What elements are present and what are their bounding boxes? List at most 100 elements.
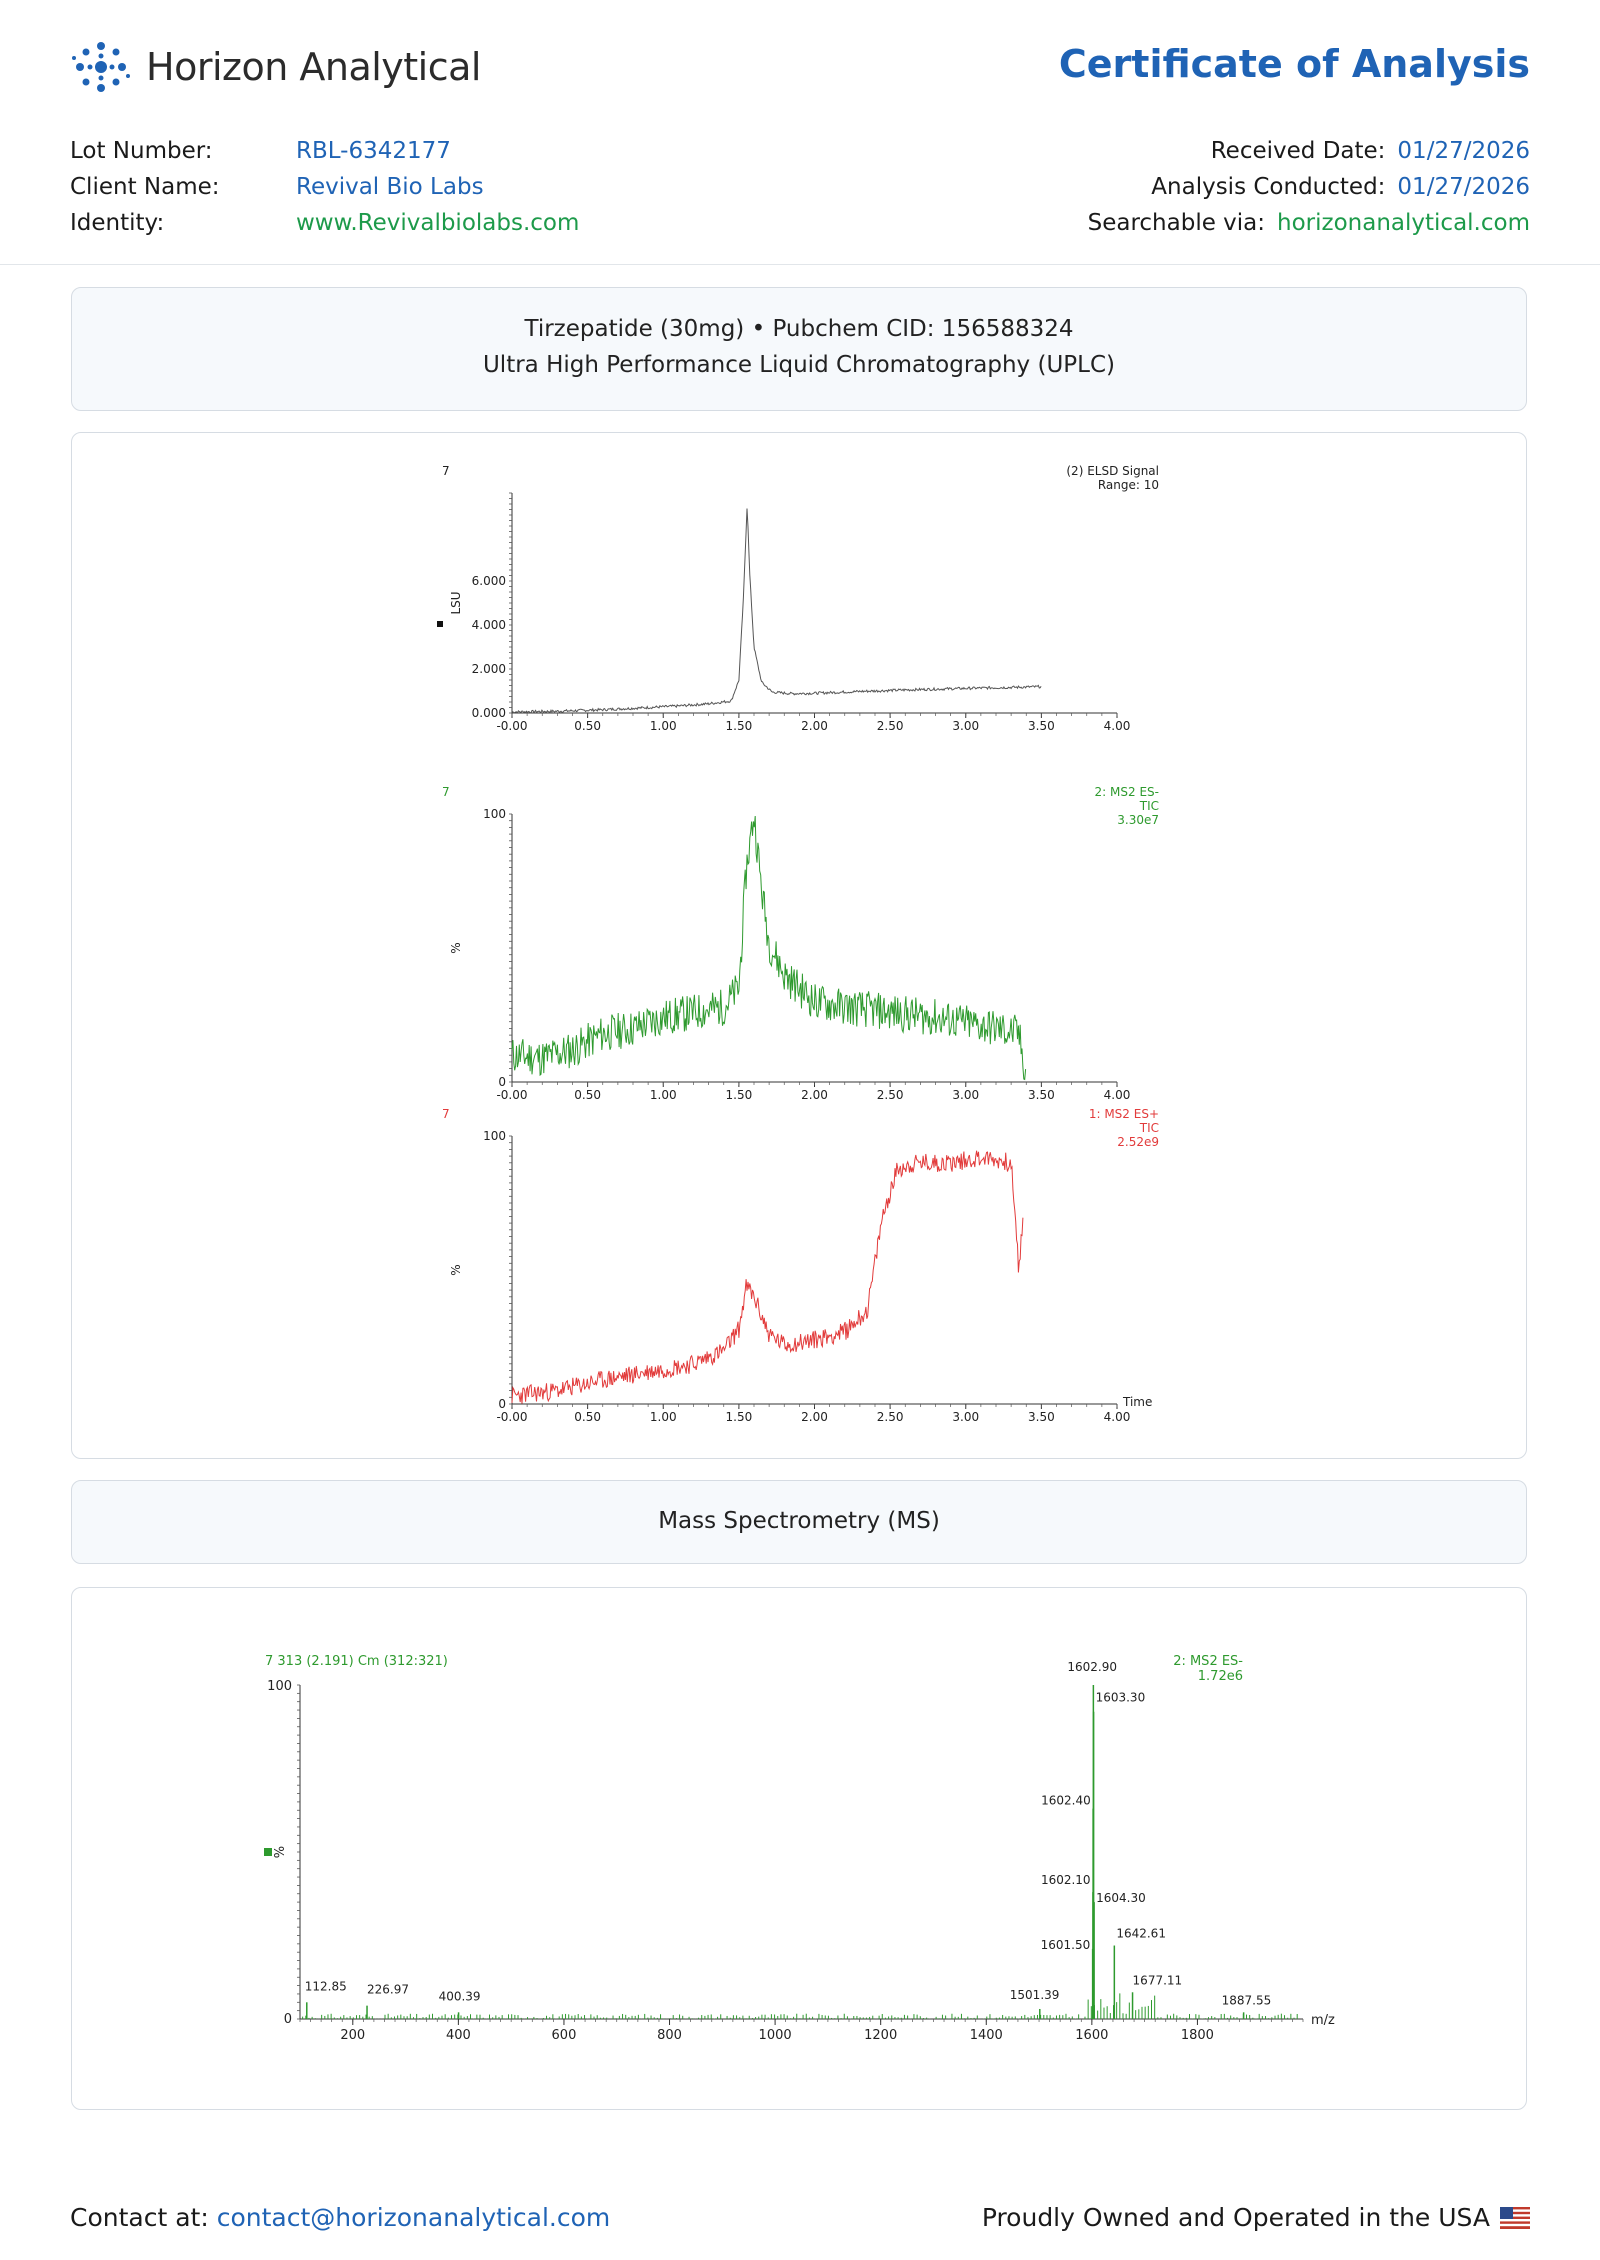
x-tick-label: 0.50	[574, 1410, 601, 1424]
chart-top-left-label: 7	[442, 464, 450, 478]
x-tick-label: -0.00	[496, 1088, 527, 1102]
x-tick-label: 1200	[864, 2028, 897, 2043]
received-date-row: Received Date: 01/27/2026	[1088, 133, 1530, 169]
x-tick-label: 2.50	[877, 1410, 904, 1424]
x-tick-label: 1.50	[726, 719, 753, 733]
y-tick-label: 6.000	[472, 574, 506, 588]
mass-spectrum-panel: 200 400 600 800 1000 1200 1400 1600 1800 0 100% m/z…	[71, 1587, 1527, 2110]
analysis-info: Received Date: 01/27/2026 Analysis Condu…	[1088, 133, 1530, 241]
y-tick-label: 100	[483, 1129, 506, 1143]
y-tick-label: 2.000	[472, 662, 506, 676]
peak-label: 1603.30	[1096, 1691, 1146, 1705]
chart-legend-line: 2.52e9	[1117, 1135, 1159, 1149]
chart-ms-pos-tic: -0.00 0.50 1.00 1.50 2.00 2.50 3.00 3.50 4.00 0 10…	[442, 1107, 1159, 1424]
chart-elsd: -0.00 0.50 1.00 1.50 2.00 2.50 3.00 3.50 4.00 0.0…	[442, 464, 1159, 733]
compound-line: Tirzepatide (30mg) • Pubchem CID: 156588…	[524, 316, 1074, 342]
peak-label: 1601.50	[1041, 1938, 1091, 1952]
y-tick-label: 0	[498, 1397, 506, 1411]
y-axis-label: %	[449, 942, 463, 953]
x-tick-label: 4.00	[1104, 1410, 1131, 1424]
chart-mass-spectrum: 200 400 600 800 1000 1200 1400 1600 1800 0 100% m/z…	[264, 1654, 1335, 2043]
spectrum-legend-line: 1.72e6	[1198, 1669, 1243, 1684]
analysis-date-label: Analysis Conducted:	[1151, 174, 1386, 200]
identity-link[interactable]: www.Revivalbiolabs.com	[296, 210, 580, 236]
chart-ms-neg-tic: -0.00 0.50 1.00 1.50 2.00 2.50 3.00 3.50 4.00 0 10…	[442, 785, 1159, 1102]
x-tick-label: 2.50	[877, 1088, 904, 1102]
peak-label: 1602.40	[1041, 1794, 1091, 1808]
brand-name: Horizon Analytical	[146, 45, 481, 89]
brand-logo: Horizon Analytical	[70, 36, 481, 98]
x-tick-label: 800	[657, 2028, 682, 2043]
searchable-label: Searchable via:	[1087, 210, 1266, 236]
x-tick-label: 3.00	[952, 719, 979, 733]
x-tick-label: 600	[552, 2028, 577, 2043]
analysis-date-row: Analysis Conducted: 01/27/2026	[1088, 169, 1530, 205]
x-axis-label: m/z	[1311, 2013, 1335, 2028]
spectrum-top-left-label: 7 313 (2.191) Cm (312:321)	[265, 1654, 448, 1669]
chromatogram-panel: -0.00 0.50 1.00 1.50 2.00 2.50 3.00 3.50 4.00 0.0…	[71, 432, 1527, 1459]
document-title: Certificate of Analysis	[1058, 42, 1530, 86]
chart-legend-line: (2) ELSD Signal	[1066, 464, 1159, 478]
chart-top-left-label: 7	[442, 1107, 450, 1121]
y-tick-label: 0	[498, 1075, 506, 1089]
lot-number-row: Lot Number: RBL-6342177	[70, 133, 579, 169]
header: Horizon Analytical Certificate of Analys…	[0, 0, 1600, 265]
elsd-marker	[437, 621, 443, 627]
contact-email-link[interactable]: contact@horizonanalytical.com	[216, 2203, 611, 2232]
x-tick-label: 3.00	[952, 1088, 979, 1102]
chart-legend-line: Range: 10	[1098, 478, 1159, 492]
x-tick-label: 1.00	[650, 719, 677, 733]
x-tick-label: 1400	[970, 2028, 1003, 2043]
peak-label: 1602.90	[1067, 1660, 1117, 1674]
peak-label: 1501.39	[1010, 1988, 1060, 2002]
x-tick-label: 1800	[1181, 2028, 1214, 2043]
x-tick-label: 2.50	[877, 719, 904, 733]
received-date-value: 01/27/2026	[1397, 138, 1530, 164]
searchable-link[interactable]: horizonanalytical.com	[1277, 210, 1530, 236]
contact-label: Contact at:	[70, 2203, 209, 2232]
peak-label: 400.39	[439, 1989, 481, 2003]
x-tick-label: 4.00	[1104, 1088, 1131, 1102]
uplc-title-panel: Tirzepatide (30mg) • Pubchem CID: 156588…	[71, 287, 1527, 411]
series-line	[511, 1150, 1024, 1404]
series-line	[511, 508, 1042, 714]
ms-title: Mass Spectrometry (MS)	[658, 1508, 940, 1534]
x-tick-label: 3.50	[1028, 1410, 1055, 1424]
lot-number-value: RBL-6342177	[296, 138, 451, 164]
x-tick-label: 1000	[759, 2028, 792, 2043]
x-tick-label: 4.00	[1104, 719, 1131, 733]
client-name-row: Client Name: Revival Bio Labs	[70, 169, 579, 205]
us-flag-icon	[1500, 2206, 1530, 2229]
x-tick-label: 3.00	[952, 1410, 979, 1424]
chart-legend-line: 1: MS2 ES+	[1089, 1107, 1159, 1121]
y-tick-label: 100	[267, 1679, 292, 1694]
chromatogram-charts: -0.00 0.50 1.00 1.50 2.00 2.50 3.00 3.50 4.00 0.0…	[437, 464, 1159, 1424]
x-tick-label: 400	[446, 2028, 471, 2043]
y-tick-label: 0	[284, 2012, 292, 2027]
series-line	[511, 815, 1027, 1081]
received-date-label: Received Date:	[1210, 138, 1386, 164]
peak-label: 226.97	[367, 1983, 409, 1997]
client-name-value: Revival Bio Labs	[296, 174, 484, 200]
chart-legend-line: 2: MS2 ES-	[1095, 785, 1159, 799]
client-name-label: Client Name:	[70, 174, 220, 200]
x-tick-label: 1.00	[650, 1410, 677, 1424]
chart-legend-line: 3.30e7	[1117, 813, 1159, 827]
footer-tagline: Proudly Owned and Operated in the USA	[982, 2203, 1530, 2232]
x-tick-label: 3.50	[1028, 719, 1055, 733]
peak-label: 1887.55	[1222, 1993, 1272, 2007]
ms-title-panel: Mass Spectrometry (MS)	[71, 1480, 1527, 1564]
footer-contact: Contact at: contact@horizonanalytical.co…	[70, 2203, 610, 2232]
chart-top-left-label: 7	[442, 785, 450, 799]
peak-label: 1642.61	[1116, 1927, 1166, 1941]
x-tick-label: 0.50	[574, 719, 601, 733]
searchable-row: Searchable via: horizonanalytical.com	[1088, 205, 1530, 241]
identity-label: Identity:	[70, 210, 165, 236]
x-tick-label: 2.00	[801, 1410, 828, 1424]
y-axis-label: %	[449, 1264, 463, 1275]
x-tick-label: -0.00	[496, 1410, 527, 1424]
x-tick-label: -0.00	[496, 719, 527, 733]
x-tick-label: 1.00	[650, 1088, 677, 1102]
x-tick-label: 200	[340, 2028, 365, 2043]
peak-label: 1677.11	[1133, 1973, 1183, 1987]
